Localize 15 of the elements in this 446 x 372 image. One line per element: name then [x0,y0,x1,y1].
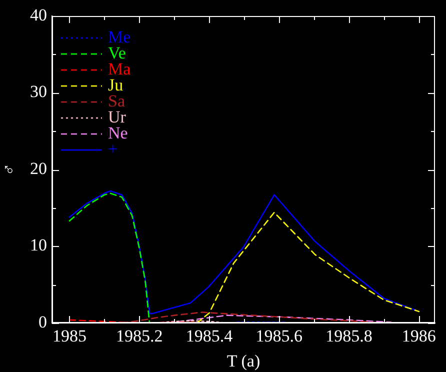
y-axis-title: ♂ [0,163,19,176]
y-tick-label: 30 [30,82,47,102]
x-tick-label: 1986 [402,326,436,346]
line-series [68,192,150,323]
x-tick-label: 1985.8 [326,326,372,346]
x-tick-label: 1985.6 [256,326,303,346]
y-tick-label: 10 [30,236,47,255]
x-axis-title: T (a) [226,351,260,370]
y-tick-label: 40 [30,5,47,24]
x-tick-label: 1985 [52,326,86,346]
x-tick-label: 1985.4 [186,326,234,346]
line-series [196,212,420,323]
x-tick-label: 1985.2 [116,326,163,346]
y-tick-label: 0 [38,312,47,332]
y-tick-label: 20 [30,158,47,178]
